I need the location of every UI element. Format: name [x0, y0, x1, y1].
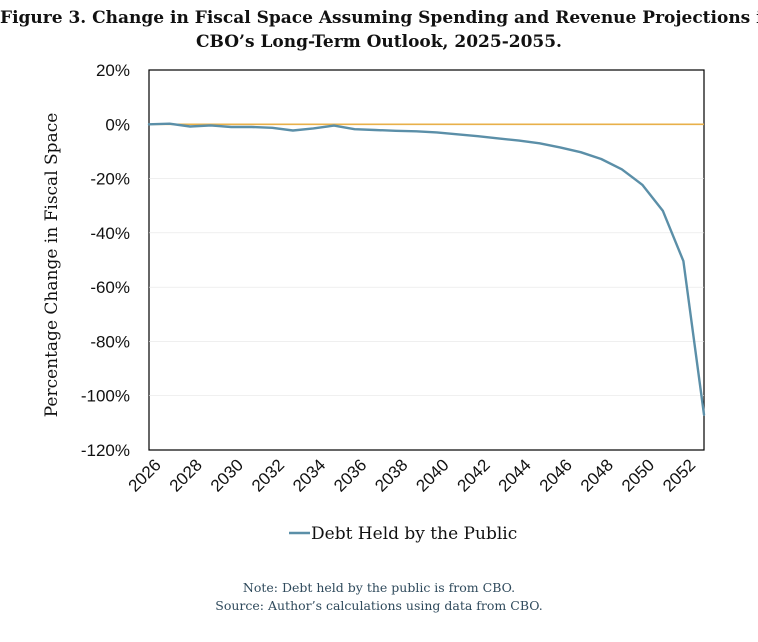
x-tick-label: 2034 [289, 455, 329, 495]
legend: Debt Held by the Public [289, 524, 517, 544]
y-tick-label: -120% [81, 441, 130, 460]
x-tick-label: 2048 [577, 455, 617, 495]
x-tick-label: 2042 [454, 455, 494, 495]
plot-area-frame [148, 69, 705, 451]
x-tick-label: 2040 [412, 455, 452, 495]
y-tick-label: -100% [81, 387, 130, 406]
x-tick-label: 2046 [536, 455, 576, 495]
y-tick-label: -80% [90, 332, 130, 351]
x-tick-label: 2052 [659, 455, 699, 495]
y-axis-label: Percentage Change in Fiscal Space [42, 113, 62, 418]
legend-label-debt-held-by-the-public: Debt Held by the Public [311, 524, 517, 544]
y-tick-label: -20% [90, 170, 130, 189]
series-line-debt-held-by-the-public [147, 122, 706, 416]
chart-title-line-1: Figure 3. Change in Fiscal Space Assumin… [0, 8, 758, 28]
y-axis-ticks: 20% 0% -20% -40% -60% -80% -100% -120% [81, 61, 130, 460]
x-tick-label: 2026 [125, 455, 165, 495]
chart-title: Figure 3. Change in Fiscal Space Assumin… [0, 6, 758, 54]
x-tick-label: 2050 [618, 455, 658, 495]
x-tick-label: 2030 [207, 455, 247, 495]
y-tick-label: 20% [96, 61, 130, 80]
x-axis-ticks: 2026 2028 2030 2032 2034 2036 2038 2040 2042 2044… [125, 455, 700, 495]
x-tick-label: 2036 [330, 455, 370, 495]
line-chart: 20% 0% -20% -40% -60% -80% -100% -120% 2026 2028… [42, 61, 706, 544]
y-tick-label: -40% [90, 224, 130, 243]
gridlines [149, 178, 704, 397]
x-tick-label: 2028 [166, 455, 206, 495]
chart-title-line-2: CBO’s Long-Term Outlook, 2025-2055. [196, 32, 562, 52]
x-tick-label: 2038 [371, 455, 411, 495]
chart-source: Source: Author’s calculations using data… [215, 598, 543, 613]
chart-note: Note: Debt held by the public is from CB… [242, 580, 516, 595]
y-tick-label: 0% [105, 115, 130, 134]
x-tick-label: 2032 [248, 455, 288, 495]
y-tick-label: -60% [90, 278, 130, 297]
x-tick-label: 2044 [495, 455, 535, 495]
